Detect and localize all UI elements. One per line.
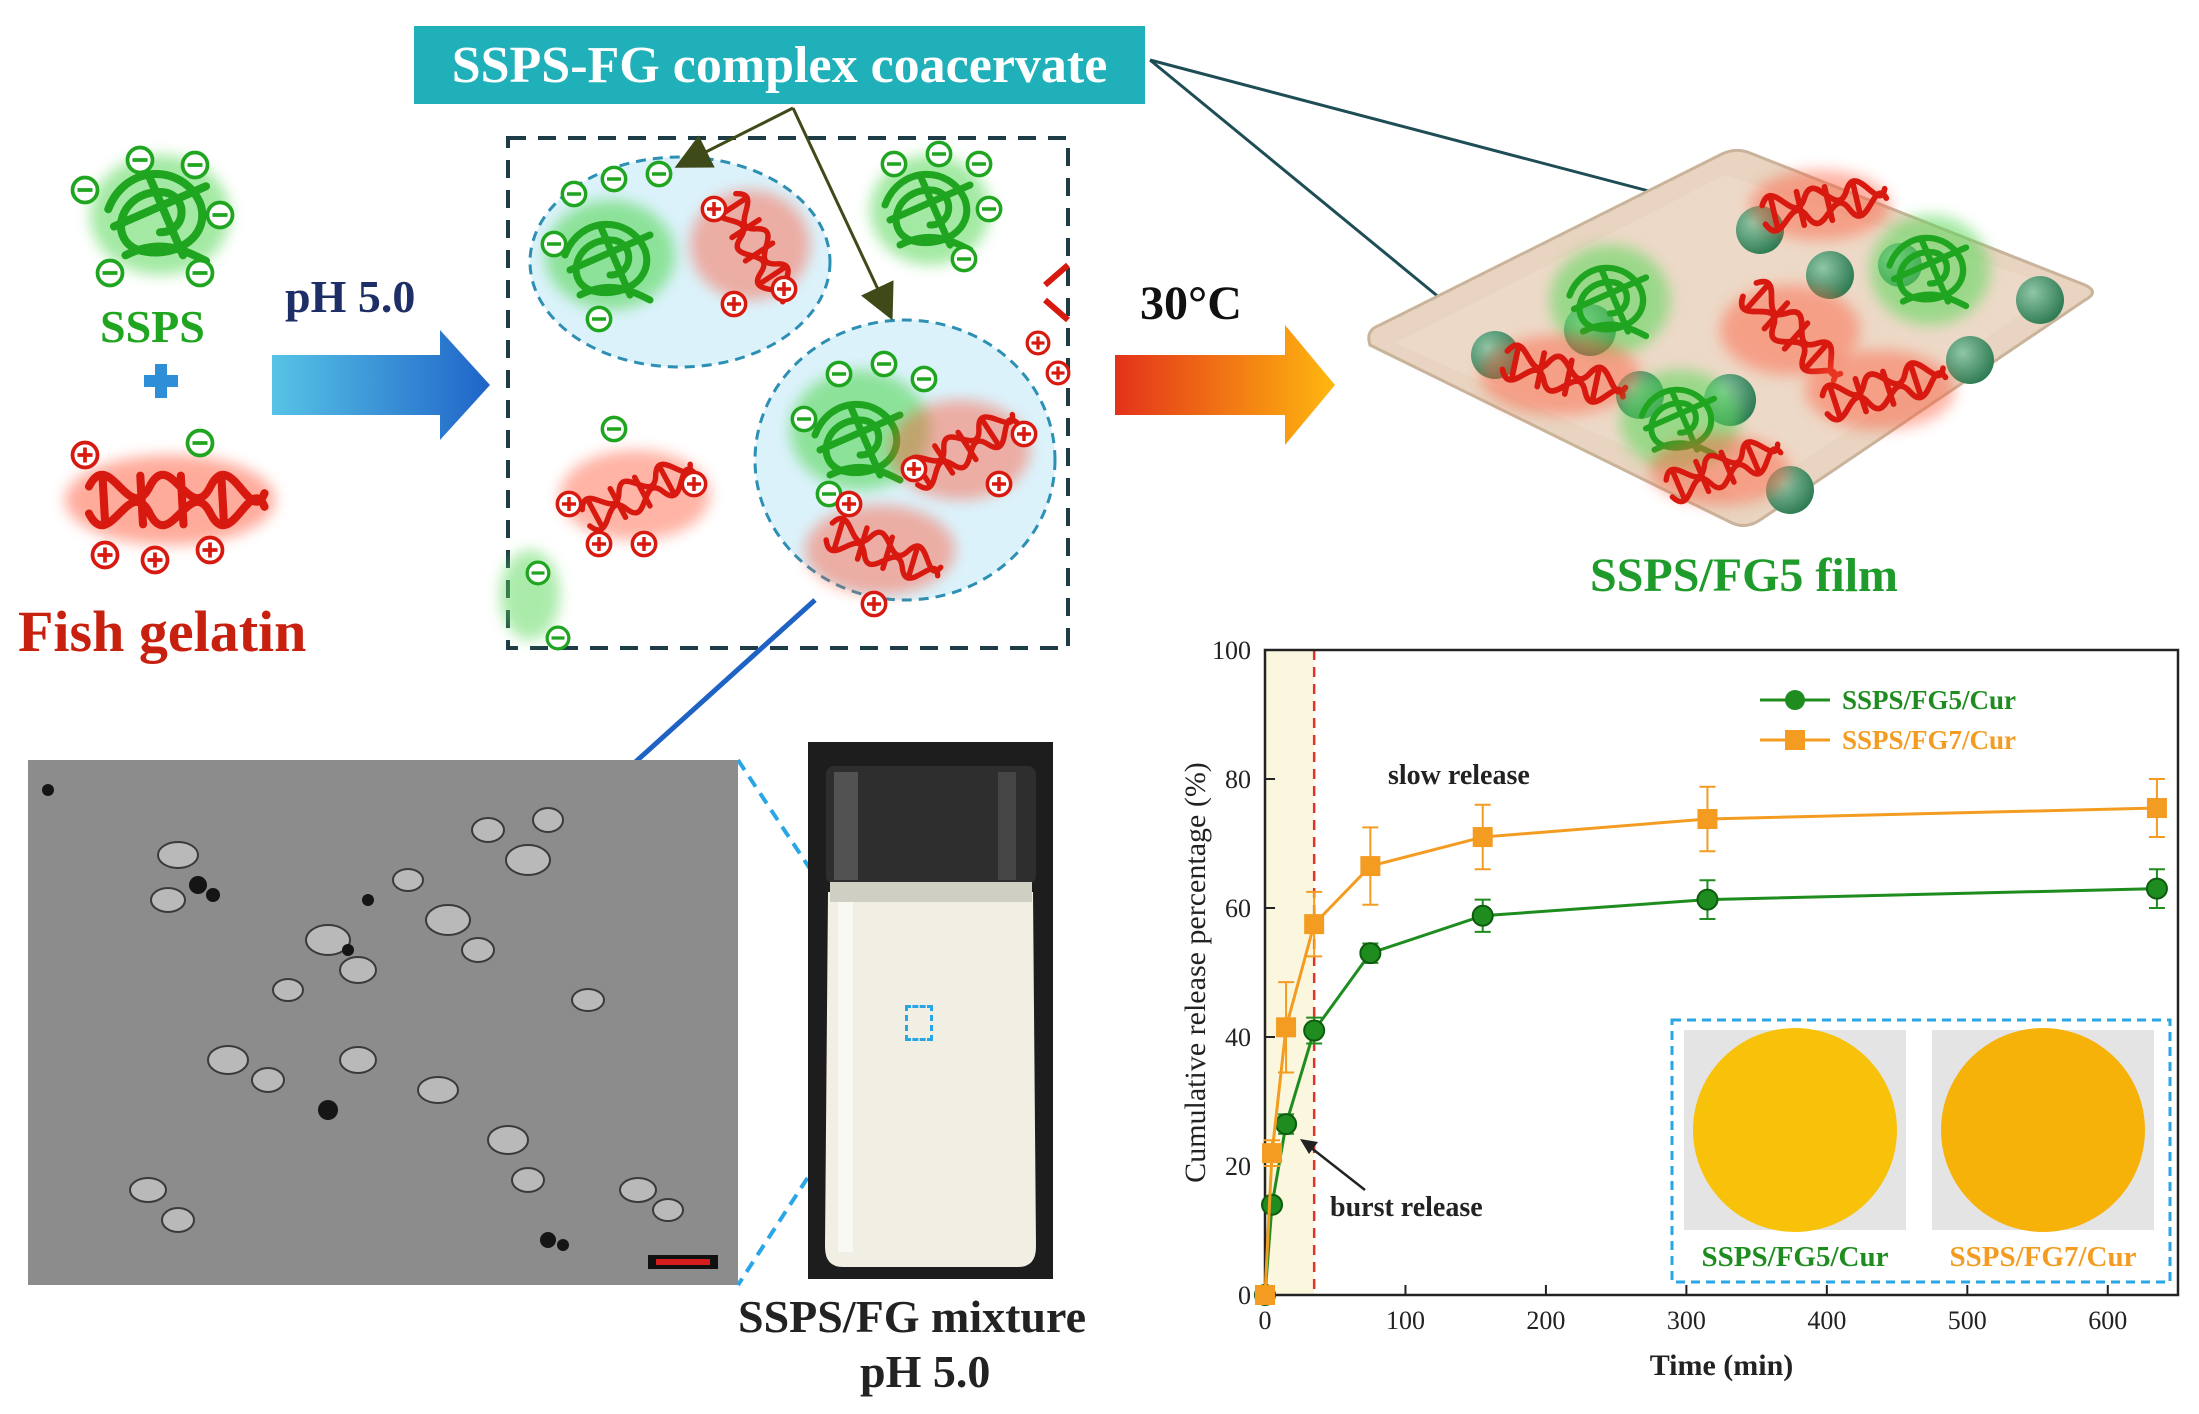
ph-arrow-label: pH 5.0 <box>285 271 416 322</box>
optical-micrograph <box>28 760 738 1285</box>
film-icon <box>1367 148 2094 527</box>
ph-arrow <box>272 330 490 440</box>
coacervate-droplet-1 <box>528 155 832 369</box>
coacervate-banner: SSPS-FG complex coacervate <box>414 26 1145 104</box>
ssps-label: SSPS <box>100 301 205 352</box>
fish-gelatin-label: Fish gelatin <box>18 599 307 664</box>
jar-zoom-box <box>905 1005 933 1041</box>
coacervate-box <box>506 136 1070 650</box>
temp-arrow <box>1115 325 1335 445</box>
banner-pointer-film-2 <box>1149 58 1490 339</box>
banner-pointer-left <box>674 106 794 168</box>
free-gelatin-molecule <box>555 415 710 558</box>
temp-arrow-label: 30°C <box>1140 277 1242 330</box>
free-ssps-molecule <box>870 140 1003 273</box>
edge-molecules <box>500 262 1071 651</box>
gelatin-molecule-icon <box>65 428 275 575</box>
coacervate-droplet-2 <box>753 318 1057 618</box>
mixture-label-line2: pH 5.0 <box>860 1346 991 1397</box>
plus-icon <box>144 364 178 398</box>
mixture-label-line1: SSPS/FG mixture <box>738 1291 1087 1342</box>
banner-pointer-film-1 <box>1149 58 1746 225</box>
banner-pointer-right <box>791 107 894 321</box>
film-label: SSPS/FG5 film <box>1590 549 1899 602</box>
ssps-molecule-icon <box>70 145 235 288</box>
